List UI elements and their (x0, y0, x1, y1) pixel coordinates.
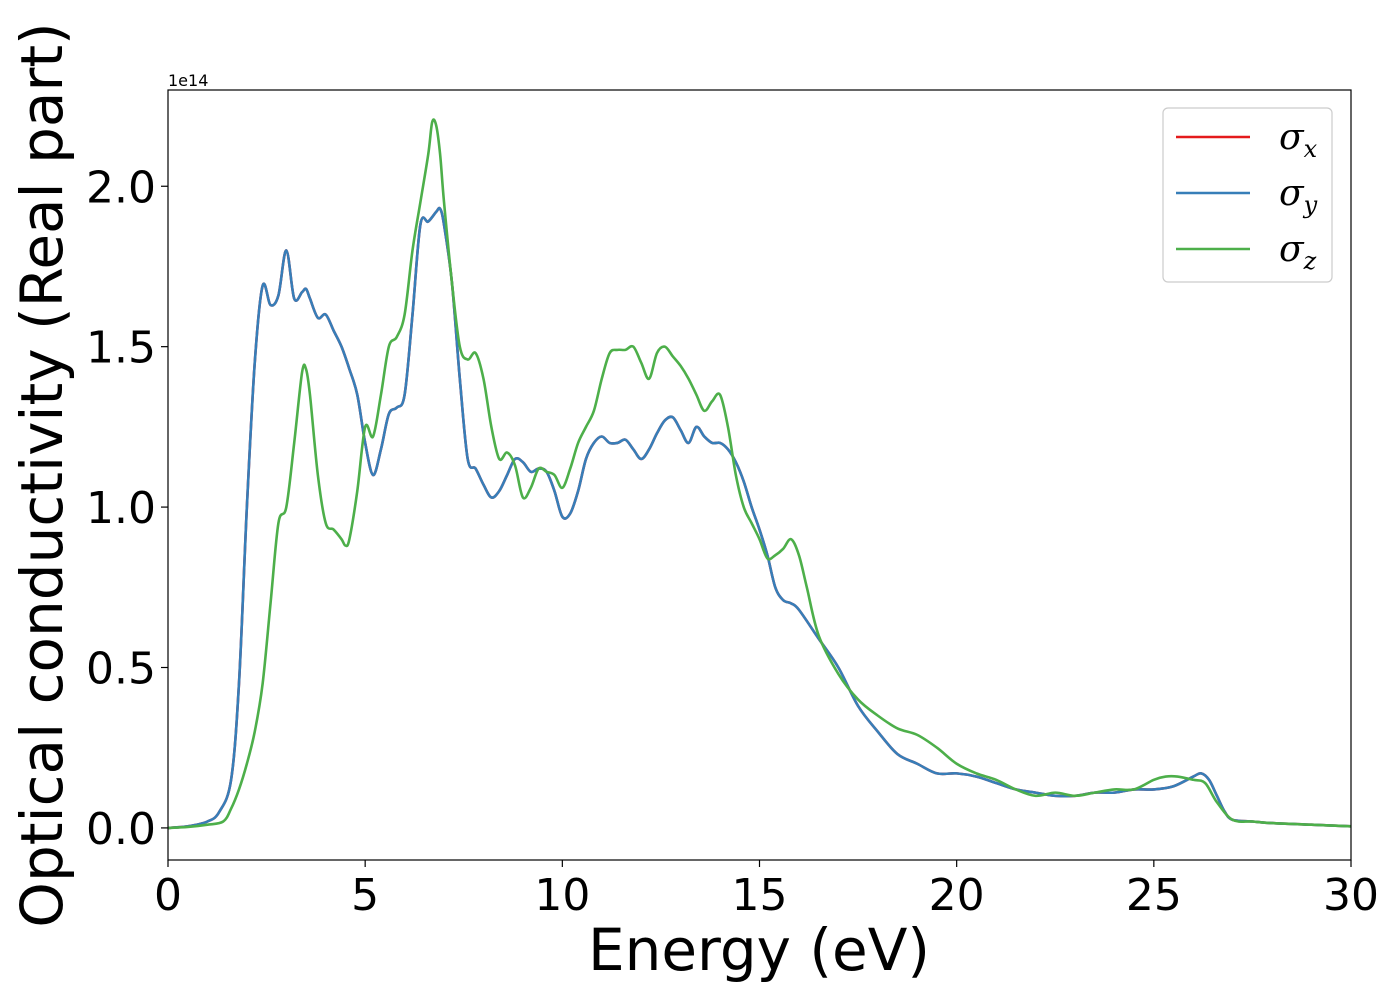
y-axis-ticks: 0.0 0.5 1.0 1.5 2.0 (86, 162, 168, 855)
y-tick-label: 2.0 (86, 162, 156, 213)
legend-label-base: σ (1279, 173, 1305, 214)
x-tick-label: 25 (1126, 870, 1182, 921)
legend-label-base: σ (1279, 229, 1305, 270)
plot-background (168, 90, 1351, 860)
legend-box (1162, 107, 1333, 283)
x-tick-label: 0 (154, 870, 182, 921)
legend-label-base: σ (1279, 117, 1305, 158)
x-axis-title: Energy (eV) (588, 916, 930, 984)
legend-label-subscript: z (1303, 247, 1317, 275)
x-tick-label: 30 (1323, 870, 1379, 921)
y-offset-label: 1e14 (168, 71, 208, 90)
x-tick-label: 10 (534, 870, 590, 921)
y-tick-label: 1.0 (86, 483, 156, 534)
series-lines (167, 118, 1352, 830)
x-tick-label: 20 (929, 870, 985, 921)
x-tick-label: 5 (351, 870, 379, 921)
y-tick-label: 0.0 (86, 804, 156, 855)
legend-label-x: σx (1279, 117, 1318, 163)
legend-label-subscript: y (1303, 191, 1318, 219)
y-axis-title: Optical conductivity (Real part) (8, 22, 76, 927)
legend-label-z: σz (1279, 229, 1317, 275)
legend-label-y: σy (1279, 173, 1318, 219)
y-tick-label: 0.5 (86, 644, 156, 695)
y-tick-label: 1.5 (86, 323, 156, 374)
series-line-z (167, 118, 1352, 830)
legend-label-subscript: x (1304, 135, 1318, 163)
x-axis-ticks: 0 5 10 15 20 25 30 (154, 860, 1379, 921)
x-tick-label: 15 (732, 870, 788, 921)
